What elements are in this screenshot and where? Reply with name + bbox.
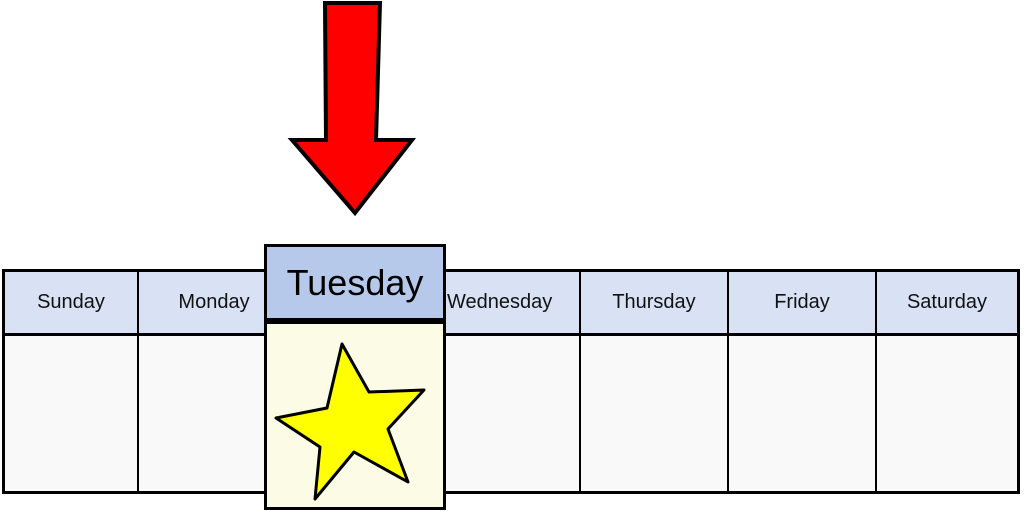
day-cell[interactable] [729, 336, 877, 491]
day-cell[interactable] [877, 336, 1017, 491]
day-cell[interactable] [445, 336, 581, 491]
day-cell[interactable] [139, 336, 271, 491]
day-column-friday: Friday [729, 272, 877, 491]
down-arrow-icon [287, 0, 417, 217]
star-icon [274, 342, 426, 501]
day-header: Thursday [581, 272, 729, 333]
day-column-sunday: Sunday [5, 272, 139, 491]
week-strip: Sunday Monday Wednesday Thursday Friday … [2, 269, 1020, 494]
day-header: Monday [139, 272, 271, 333]
day-column-saturday: Saturday [877, 272, 1017, 491]
day-header: Friday [729, 272, 877, 333]
today-cell[interactable] [267, 324, 443, 507]
today-column-tuesday[interactable]: Tuesday [264, 244, 446, 510]
day-header: Wednesday [445, 272, 581, 333]
day-cell[interactable] [5, 336, 139, 491]
day-header: Sunday [5, 272, 139, 333]
day-column-thursday: Thursday [581, 272, 729, 491]
day-column-wednesday: Wednesday [445, 272, 581, 491]
day-header: Saturday [877, 272, 1017, 333]
day-column-monday: Monday [139, 272, 271, 491]
today-header: Tuesday [267, 247, 443, 321]
day-cell[interactable] [581, 336, 729, 491]
